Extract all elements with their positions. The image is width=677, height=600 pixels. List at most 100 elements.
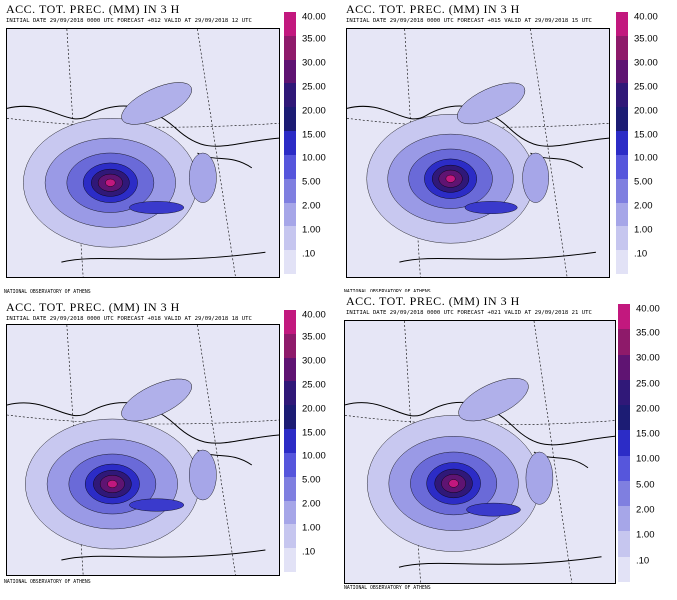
- legend-swatch: [284, 250, 296, 275]
- forecast-panel-15utc: ACC. TOT. PREC. (MM) IN 3 H INITIAL DATE…: [340, 0, 677, 296]
- legend-label: 40.00: [302, 11, 326, 23]
- legend-label: 40.00: [302, 309, 326, 321]
- legend-swatch: [284, 131, 296, 156]
- legend-label: 1.00: [302, 522, 321, 534]
- legend-label: 5.00: [636, 479, 655, 491]
- legend-label: 10.00: [302, 152, 326, 164]
- legend-swatch: [284, 500, 296, 526]
- legend-swatch: [284, 59, 296, 85]
- legend-swatch: [284, 202, 296, 228]
- forecast-panel-21utc: ACC. TOT. PREC. (MM) IN 3 H INITIAL DATE…: [340, 292, 677, 592]
- legend-label: 10.00: [302, 450, 326, 462]
- legend-label: 25.00: [634, 81, 658, 93]
- legend-label: 15.00: [302, 427, 326, 439]
- legend-swatch: [284, 476, 296, 502]
- legend-label: 5.00: [634, 176, 653, 188]
- panel-subtitle: INITIAL DATE 29/09/2018 0000 UTC FORECAS…: [6, 316, 252, 322]
- legend-label: 25.00: [302, 81, 326, 93]
- map-canvas: [7, 325, 279, 575]
- panel-title: ACC. TOT. PREC. (MM) IN 3 H: [6, 2, 180, 16]
- color-legend: 40.00 35.00 30.00 25.00 20.00 15.00 10.00 5.00 2…: [616, 11, 671, 275]
- map-canvas: [7, 29, 279, 277]
- legend-label: 30.00: [302, 57, 326, 69]
- legend-swatch: [616, 154, 628, 180]
- legend-swatch: [618, 379, 630, 407]
- legend-swatch: [616, 178, 628, 204]
- legend-label: 25.00: [636, 378, 660, 390]
- legend-swatch: [616, 35, 628, 61]
- legend-swatch: [618, 455, 630, 482]
- legend-swatch: [618, 506, 630, 533]
- legend-label: 20.00: [302, 403, 326, 415]
- legend-swatch: [618, 531, 630, 558]
- legend-label: .10: [636, 555, 650, 567]
- legend-swatch: [284, 357, 296, 383]
- legend-label: 10.00: [636, 453, 660, 465]
- legend-swatch: [284, 226, 296, 252]
- legend-label: .10: [634, 248, 648, 260]
- legend-label: 40.00: [634, 11, 658, 23]
- legend-label: 35.00: [302, 331, 326, 343]
- legend-label: 30.00: [302, 355, 326, 367]
- legend-swatch: [284, 524, 296, 550]
- legend-label: 1.00: [302, 224, 321, 236]
- legend-label: 2.00: [302, 498, 321, 510]
- legend-swatch: [616, 226, 628, 252]
- precipitation-map: [344, 320, 616, 584]
- legend-swatch: [618, 556, 630, 583]
- legend-label: 15.00: [634, 129, 658, 141]
- legend-swatch: [618, 480, 630, 508]
- legend-swatch: [616, 83, 628, 109]
- panel-title: ACC. TOT. PREC. (MM) IN 3 H: [346, 294, 520, 308]
- legend-swatch: [616, 107, 628, 133]
- legend-label: 1.00: [636, 529, 655, 541]
- legend-label: 30.00: [634, 57, 658, 69]
- legend-swatch: [284, 333, 296, 359]
- map-canvas: [347, 29, 609, 277]
- legend-swatch: [284, 154, 296, 180]
- legend-label: 25.00: [302, 379, 326, 391]
- legend-swatch: [616, 250, 628, 275]
- legend-swatch: [618, 329, 630, 356]
- legend-label: .10: [302, 546, 316, 558]
- panel-footer: NATIONAL OBSERVATORY OF ATHENS: [4, 580, 91, 585]
- forecast-panel-18utc: ACC. TOT. PREC. (MM) IN 3 H INITIAL DATE…: [0, 298, 336, 586]
- legend-label: 1.00: [634, 224, 653, 236]
- panel-footer: NATIONAL OBSERVATORY OF ATHENS: [4, 290, 91, 295]
- precipitation-map: [6, 324, 280, 576]
- legend-swatch: [616, 131, 628, 156]
- legend-label: 20.00: [302, 105, 326, 117]
- legend-label: 2.00: [636, 504, 655, 516]
- color-legend: 40.00 35.00 30.00 25.00 20.00 15.00 10.00 5.00 2…: [618, 304, 673, 583]
- legend-label: 20.00: [636, 403, 660, 415]
- panel-footer: NATIONAL OBSERVATORY OF ATHENS: [344, 586, 431, 591]
- legend-swatch: [616, 12, 628, 37]
- precipitation-map: [346, 28, 610, 278]
- legend-swatch: [284, 429, 296, 454]
- legend-swatch: [616, 202, 628, 228]
- legend-swatch: [618, 405, 630, 432]
- legend-label: 35.00: [302, 33, 326, 45]
- legend-swatch: [284, 548, 296, 573]
- panel-subtitle: INITIAL DATE 29/09/2018 0000 UTC FORECAS…: [6, 18, 252, 24]
- legend-swatch: [284, 310, 296, 335]
- map-canvas: [345, 321, 615, 583]
- legend-label: 5.00: [302, 474, 321, 486]
- legend-swatch: [618, 430, 630, 457]
- legend-label: 30.00: [636, 352, 660, 364]
- legend-swatch: [618, 304, 630, 331]
- legend-swatch: [616, 59, 628, 85]
- legend-label: 5.00: [302, 176, 321, 188]
- legend-swatch: [284, 107, 296, 133]
- forecast-panel-12utc: ACC. TOT. PREC. (MM) IN 3 H INITIAL DATE…: [0, 0, 336, 296]
- legend-label: 15.00: [302, 129, 326, 141]
- legend-swatch: [618, 354, 630, 381]
- panel-title: ACC. TOT. PREC. (MM) IN 3 H: [6, 300, 180, 314]
- legend-swatch: [284, 12, 296, 37]
- panel-subtitle: INITIAL DATE 29/09/2018 0000 UTC FORECAS…: [346, 18, 592, 24]
- legend-swatch: [284, 381, 296, 407]
- precipitation-map: [6, 28, 280, 278]
- legend-label: 35.00: [634, 33, 658, 45]
- legend-swatch: [284, 83, 296, 109]
- color-legend: 40.00 35.00 30.00 25.00 20.00 15.00 10.00 5.00 2…: [284, 11, 336, 275]
